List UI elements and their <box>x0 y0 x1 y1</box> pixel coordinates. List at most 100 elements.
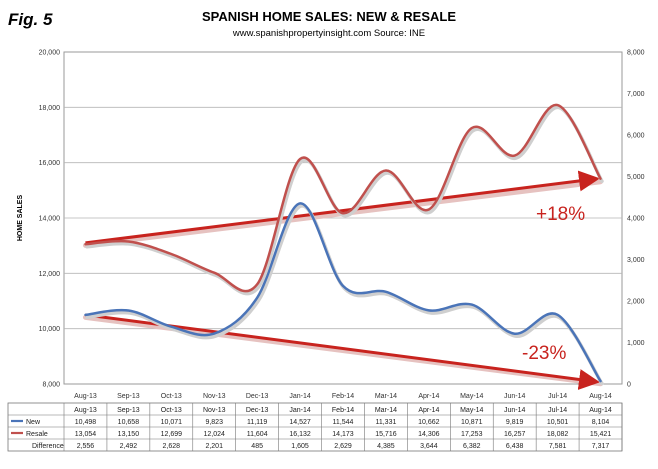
data-point-new <box>127 309 130 312</box>
table-cell: 2,556 <box>77 443 95 450</box>
table-cell: 10,071 <box>161 419 183 426</box>
table-cell: 1,605 <box>291 443 309 450</box>
data-point-resale <box>556 104 559 106</box>
table-header-cell: Jun-14 <box>504 407 526 414</box>
x-tick-label: Sep-13 <box>117 393 140 400</box>
data-point-resale <box>299 158 301 160</box>
data-point-new <box>428 309 430 312</box>
table-cell: 4,385 <box>377 443 395 450</box>
table-cell: 11,119 <box>247 419 267 426</box>
y2-tick-label: 6,000 <box>627 133 645 140</box>
table-header-cell: Oct-13 <box>161 407 182 414</box>
data-point-new <box>513 332 516 335</box>
data-point-new <box>342 285 344 287</box>
table-cell: 7,581 <box>549 443 567 450</box>
y2-tick-label: 8,000 <box>627 50 645 57</box>
data-point-new <box>256 296 258 299</box>
table-cell: 10,501 <box>547 419 569 426</box>
y2-tick-label: 4,000 <box>627 216 645 223</box>
table-header-cell: Aug-13 <box>74 407 97 414</box>
x-tick-label: Mar-14 <box>375 393 397 400</box>
chart-subtitle: www.spanishpropertyinsight.com Source: I… <box>232 28 425 39</box>
data-point-new <box>599 380 602 382</box>
x-axis: Aug-13 Sep-13 Oct-13 Nov-13 Dec-13 Jan-14 Feb-… <box>74 393 612 400</box>
table-cell: 10,658 <box>118 419 140 426</box>
table-cell: 2,628 <box>163 443 181 450</box>
table-cell: 13,054 <box>75 431 97 438</box>
data-point-new <box>213 332 216 335</box>
table-cell: 10,498 <box>75 419 97 426</box>
x-tick-label: Aug-13 <box>74 393 97 400</box>
y-axis-left: 8,000 10,000 12,000 14,000 16,000 18,000 20,00… <box>39 50 61 389</box>
y-tick-label: 14,000 <box>39 216 61 223</box>
y-axis-title: HOME SALES <box>17 195 24 242</box>
x-tick-label: Dec-13 <box>246 393 269 400</box>
table-cell: 11,604 <box>247 431 268 438</box>
data-point-new <box>299 202 301 205</box>
table-header-cell: Sep-13 <box>117 407 140 414</box>
data-point-resale <box>428 208 430 211</box>
table-row-label: New <box>26 419 41 426</box>
data-point-resale <box>599 177 602 180</box>
table-cell: 485 <box>251 443 263 450</box>
data-point-resale <box>256 283 258 286</box>
data-point-resale <box>470 127 473 129</box>
table-cell: 18,082 <box>547 431 569 438</box>
y-tick-label: 8,000 <box>42 382 60 389</box>
table-cell: 14,527 <box>289 419 311 426</box>
data-point-resale <box>213 271 216 274</box>
data-point-new <box>84 314 87 316</box>
data-point-resale <box>513 154 516 157</box>
table-cell: 15,421 <box>590 431 612 438</box>
x-tick-label: Oct-13 <box>161 393 182 400</box>
table-cell: 6,382 <box>463 443 481 450</box>
table-cell: 12,024 <box>204 431 226 438</box>
y2-tick-label: 2,000 <box>627 299 645 306</box>
x-tick-label: Jun-14 <box>504 393 526 400</box>
data-point-resale <box>127 240 130 243</box>
x-tick-label: Aug-14 <box>589 393 612 400</box>
chart-title: SPANISH HOME SALES: NEW & RESALE <box>202 9 456 24</box>
y-tick-label: 20,000 <box>39 50 61 57</box>
table-cell: 16,257 <box>504 431 526 438</box>
table-header-cell: May-14 <box>460 407 483 414</box>
y-tick-label: 18,000 <box>39 105 61 112</box>
table-cell: 10,662 <box>418 419 440 426</box>
table-header-cell: Jul-14 <box>548 407 567 414</box>
table-cell: 12,699 <box>161 431 183 438</box>
table-header-cell: Nov-13 <box>203 407 226 414</box>
x-tick-label: Nov-13 <box>203 393 226 400</box>
table-header-cell: Mar-14 <box>375 407 397 414</box>
annotation-plus-18: +18% <box>536 204 585 225</box>
x-tick-label: Jan-14 <box>289 393 311 400</box>
table-cell: 6,438 <box>506 443 524 450</box>
data-table: Aug-13 Sep-13 Oct-13 Nov-13 Dec-13 Jan-14 Feb-… <box>7 402 623 452</box>
table-cell: 3,644 <box>420 443 438 450</box>
y2-tick-label: 0 <box>627 382 631 389</box>
data-point-resale <box>342 212 344 215</box>
table-header-cell: Dec-13 <box>246 407 269 414</box>
table-header-cell: Aug-14 <box>589 407 612 414</box>
table-cell: 14,173 <box>332 431 354 438</box>
y-tick-label: 10,000 <box>39 326 61 333</box>
data-point-new <box>385 291 387 293</box>
y-tick-label: 12,000 <box>39 271 61 278</box>
table-cell: 10,871 <box>461 419 483 426</box>
table-cell: 9,819 <box>506 419 524 426</box>
table-header-cell: Apr-14 <box>418 407 439 414</box>
table-cell: 14,306 <box>418 431 440 438</box>
table-cell: 7,317 <box>592 443 610 450</box>
data-point-new <box>556 314 559 316</box>
table-cell: 13,150 <box>118 431 140 438</box>
y2-tick-label: 3,000 <box>627 257 645 264</box>
table-row-label: Resale <box>26 431 48 438</box>
table-cell: 8,104 <box>592 419 610 426</box>
data-point-new <box>470 303 473 306</box>
table-cell: 9,823 <box>205 419 223 426</box>
data-point-resale <box>84 243 87 245</box>
table-cell: 2,492 <box>120 443 138 450</box>
data-point-resale <box>170 253 173 255</box>
table-row-label: Difference <box>32 443 64 450</box>
